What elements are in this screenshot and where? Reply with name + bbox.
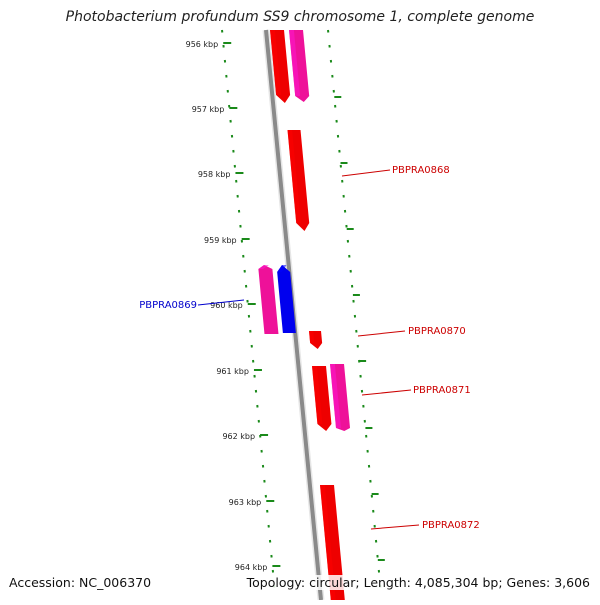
gene-label: PBPRA0870: [408, 326, 466, 337]
gene-arrow: [258, 265, 278, 334]
kbp-tick-label: 957 kbp: [192, 105, 225, 114]
gene-label-leader: [342, 170, 390, 176]
kbp-tick-label: 956 kbp: [186, 40, 219, 49]
gene-label: PBPRA0871: [413, 385, 471, 396]
genome-summary: Topology: circular; Length: 4,085,304 bp…: [247, 575, 590, 590]
gene-label-leader: [362, 390, 411, 395]
gene-label-leader: [371, 525, 419, 529]
kbp-tick-label: 959 kbp: [204, 236, 237, 245]
gene-label: PBPRA0868: [392, 165, 450, 176]
gene-label: PBPRA0869: [139, 300, 197, 311]
gene-label: PBPRA0872: [422, 520, 480, 531]
kbp-tick-label: 964 kbp: [235, 563, 268, 572]
map-title: Photobacterium profundum SS9 chromosome …: [0, 9, 600, 25]
kbp-tick-label: 963 kbp: [229, 498, 262, 507]
kbp-tick-label: 958 kbp: [198, 170, 231, 179]
kbp-tick-label: 962 kbp: [222, 432, 255, 441]
kbp-tick-label: 961 kbp: [216, 367, 249, 376]
accession-label: Accession: NC_006370: [9, 575, 151, 590]
gene-label-leader: [358, 331, 405, 336]
